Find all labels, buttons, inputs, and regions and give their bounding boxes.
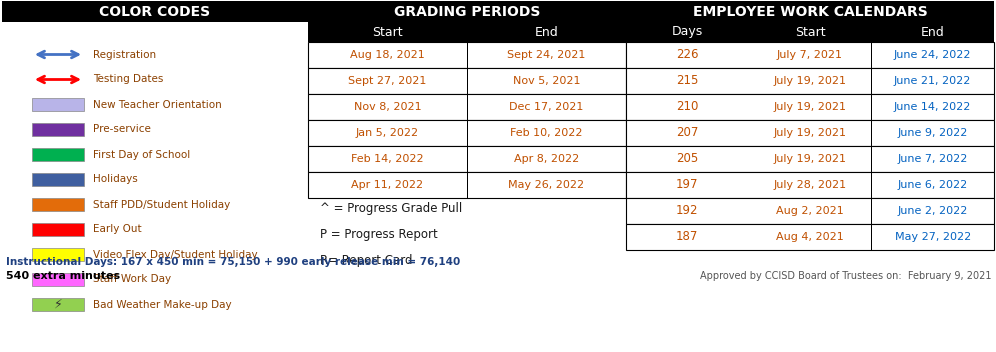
Bar [32, 248, 84, 261]
Text: Jan 5, 2022: Jan 5, 2022 [356, 128, 419, 138]
Text: Early Out: Early Out [93, 225, 141, 234]
Bar [308, 68, 626, 94]
Text: Feb 14, 2022: Feb 14, 2022 [352, 154, 424, 164]
Bar [2, 1, 308, 22]
Text: May 27, 2022: May 27, 2022 [894, 232, 971, 242]
Text: Instructional Days: 167 x 450 min = 75,150 + 990 early release min = 76,140: Instructional Days: 167 x 450 min = 75,1… [6, 257, 460, 267]
Bar [32, 148, 84, 161]
Text: GRADING PERIODS: GRADING PERIODS [393, 5, 540, 19]
Bar [308, 42, 626, 68]
Text: July 19, 2021: July 19, 2021 [774, 154, 847, 164]
Bar [32, 298, 84, 311]
Text: Sept 27, 2021: Sept 27, 2021 [349, 76, 426, 86]
Text: Days: Days [671, 25, 703, 38]
Text: 205: 205 [676, 152, 698, 165]
Text: EMPLOYEE WORK CALENDARS: EMPLOYEE WORK CALENDARS [692, 5, 927, 19]
Bar [32, 123, 84, 136]
Text: Feb 10, 2022: Feb 10, 2022 [510, 128, 583, 138]
Text: July 19, 2021: July 19, 2021 [774, 128, 847, 138]
Bar [308, 120, 626, 146]
Text: Staff Work Day: Staff Work Day [93, 275, 171, 284]
Text: ^ = Progress Grade Pull: ^ = Progress Grade Pull [320, 202, 462, 215]
Text: July 7, 2021: July 7, 2021 [777, 50, 843, 60]
Text: End: End [535, 25, 559, 38]
Text: July 19, 2021: July 19, 2021 [774, 76, 847, 86]
Text: Registration: Registration [93, 50, 156, 59]
Text: Sept 24, 2021: Sept 24, 2021 [507, 50, 586, 60]
Text: ⚡: ⚡ [54, 298, 63, 311]
Text: Apr 11, 2022: Apr 11, 2022 [352, 180, 423, 190]
Bar [626, 42, 994, 68]
Text: COLOR CODES: COLOR CODES [100, 5, 210, 19]
Text: June 7, 2022: June 7, 2022 [897, 154, 968, 164]
Bar [308, 172, 626, 198]
Text: 215: 215 [676, 75, 698, 88]
Text: 540 extra minutes: 540 extra minutes [6, 271, 121, 281]
Text: 226: 226 [676, 49, 698, 62]
Text: 197: 197 [676, 178, 698, 191]
Text: June 21, 2022: June 21, 2022 [894, 76, 971, 86]
Text: Holidays: Holidays [93, 175, 137, 184]
Text: Bad Weather Make-up Day: Bad Weather Make-up Day [93, 300, 232, 309]
Bar [32, 98, 84, 111]
Text: May 26, 2022: May 26, 2022 [508, 180, 585, 190]
Text: Dec 17, 2021: Dec 17, 2021 [509, 102, 584, 112]
Text: Testing Dates: Testing Dates [93, 75, 163, 84]
Text: Aug 18, 2021: Aug 18, 2021 [351, 50, 425, 60]
Text: June 14, 2022: June 14, 2022 [894, 102, 971, 112]
Text: June 9, 2022: June 9, 2022 [897, 128, 968, 138]
Text: 187: 187 [676, 231, 698, 244]
Bar [626, 120, 994, 146]
Bar [626, 1, 994, 22]
Text: 207: 207 [676, 126, 698, 139]
Text: New Teacher Orientation: New Teacher Orientation [93, 100, 222, 109]
Text: R= Report Card: R= Report Card [320, 254, 412, 267]
Text: Start: Start [373, 25, 402, 38]
Text: July 19, 2021: July 19, 2021 [774, 102, 847, 112]
Bar [32, 198, 84, 211]
Bar [32, 273, 84, 286]
Text: Pre-service: Pre-service [93, 125, 150, 134]
Bar [626, 224, 994, 250]
Text: June 24, 2022: June 24, 2022 [894, 50, 971, 60]
Text: Aug 4, 2021: Aug 4, 2021 [776, 232, 844, 242]
Bar [32, 173, 84, 186]
Text: 210: 210 [676, 101, 698, 113]
Bar [626, 198, 994, 224]
Text: Nov 5, 2021: Nov 5, 2021 [513, 76, 581, 86]
Text: Start: Start [795, 25, 826, 38]
Bar [308, 22, 626, 42]
Text: Aug 2, 2021: Aug 2, 2021 [776, 206, 844, 216]
Text: End: End [920, 25, 944, 38]
Text: June 2, 2022: June 2, 2022 [897, 206, 968, 216]
Text: June 6, 2022: June 6, 2022 [897, 180, 968, 190]
Bar [626, 146, 994, 172]
Text: Staff PDD/Student Holiday: Staff PDD/Student Holiday [93, 200, 230, 209]
Text: 192: 192 [676, 205, 698, 218]
Bar [626, 94, 994, 120]
Bar [626, 68, 994, 94]
Text: July 28, 2021: July 28, 2021 [774, 180, 847, 190]
Text: Apr 8, 2022: Apr 8, 2022 [514, 154, 579, 164]
Bar [626, 22, 994, 42]
Bar [308, 94, 626, 120]
Text: First Day of School: First Day of School [93, 150, 190, 159]
Bar [308, 146, 626, 172]
Text: P = Progress Report: P = Progress Report [320, 228, 438, 241]
Text: Video Flex Day/Student Holiday: Video Flex Day/Student Holiday [93, 250, 258, 259]
Bar [308, 1, 626, 22]
Bar [626, 172, 994, 198]
Text: Approved by CCISD Board of Trustees on:  February 9, 2021: Approved by CCISD Board of Trustees on: … [700, 271, 992, 281]
Text: Nov 8, 2021: Nov 8, 2021 [354, 102, 421, 112]
Bar [32, 223, 84, 236]
